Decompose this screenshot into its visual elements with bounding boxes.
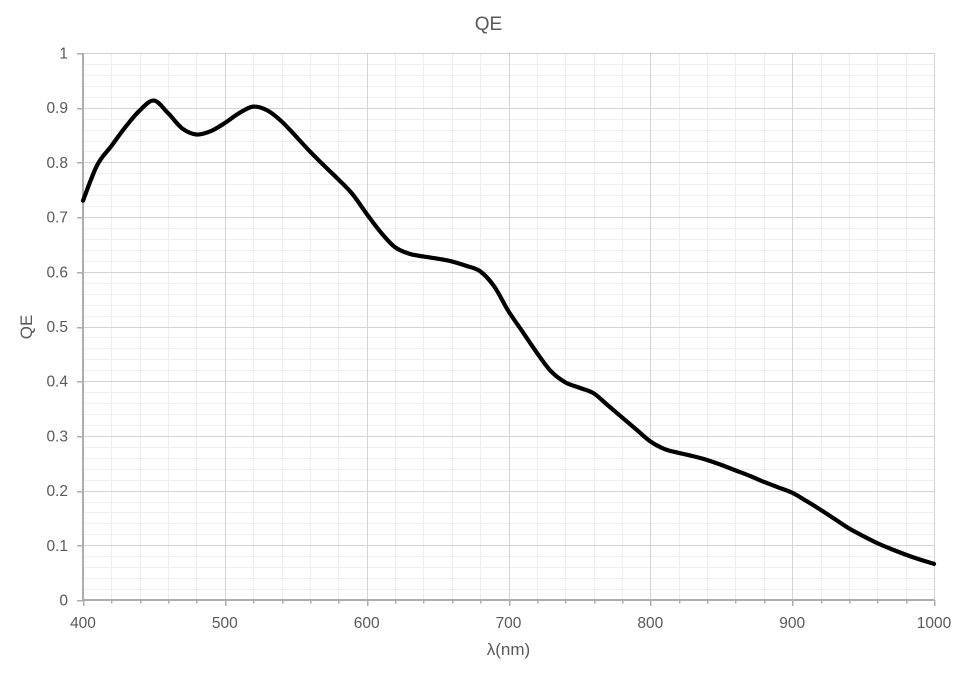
x-tick-label: 800 <box>637 615 663 632</box>
y-tick-labels: 0 0.1 0.2 0.3 0.4 0.5 0.6 0.7 0.8 0.9 1 <box>46 46 68 610</box>
y-tick-label: 0 <box>59 593 68 610</box>
minor-gridlines <box>83 53 934 600</box>
x-tick-label: 700 <box>496 615 522 632</box>
y-tick-label: 0.3 <box>46 428 68 445</box>
y-tick-label: 0.5 <box>46 319 68 336</box>
y-tick-label: 0.9 <box>46 100 68 117</box>
y-tick-label: 0.4 <box>46 374 68 391</box>
y-tick-label: 0.1 <box>46 538 68 555</box>
y-tick-label: 0.8 <box>46 155 68 172</box>
x-tick-labels: 400 500 600 700 800 900 1000 <box>70 615 952 632</box>
x-tick-label: 500 <box>212 615 238 632</box>
x-tick-label: 1000 <box>917 615 952 632</box>
y-tick-label: 0.6 <box>46 264 68 281</box>
major-gridlines <box>83 53 935 601</box>
x-tick-label: 900 <box>779 615 805 632</box>
y-tick-label: 0.7 <box>46 210 68 227</box>
qe-curve <box>80 98 937 566</box>
x-tick-label: 600 <box>354 615 380 632</box>
x-tick-label: 400 <box>70 615 96 632</box>
y-tick-label: 0.2 <box>46 483 68 500</box>
chart-title: QE <box>474 14 503 35</box>
x-axis-label: λ(nm) <box>486 640 531 659</box>
y-tick-label: 1 <box>59 46 68 63</box>
axis-lines <box>82 53 934 601</box>
y-axis-label: QE <box>17 314 36 340</box>
